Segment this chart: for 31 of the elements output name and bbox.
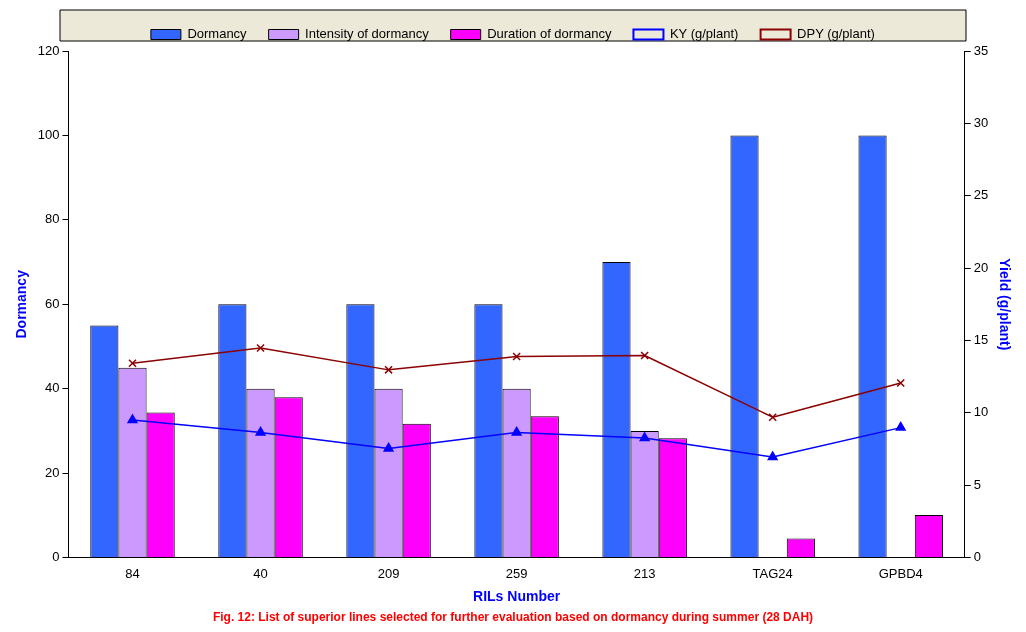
y2-tick-label: 35 [973, 42, 989, 58]
x-axis-title: RILs Number [473, 588, 561, 605]
x-tick-label: 209 [377, 565, 400, 581]
x-tick-label: TAG24 [752, 565, 793, 581]
legend-label: Dormancy [187, 26, 248, 42]
y-tick-label: 60 [45, 295, 60, 311]
x-tick-label: 213 [633, 565, 656, 581]
y2-tick-label: 15 [973, 332, 989, 348]
x-tick-label: GPBD4 [878, 565, 923, 581]
y-tick-label: 0 [52, 549, 60, 565]
x-tick-label: 259 [505, 565, 528, 581]
y2-axis-title: Yield (g/plant) [996, 258, 1013, 351]
y2-tick-label: 10 [973, 404, 989, 420]
y-tick-label: 100 [37, 127, 60, 143]
x-tick-label: 40 [253, 565, 268, 581]
y-tick-label: 20 [45, 464, 60, 480]
y2-tick-label: 25 [973, 187, 989, 203]
y2-tick-label: 20 [973, 259, 989, 275]
legend-label: Intensity of dormancy [305, 26, 430, 42]
y-axis-title: Dormancy [13, 269, 30, 339]
legend-label: Duration of dormancy [487, 26, 612, 42]
x-tick-label: 84 [125, 565, 140, 581]
legend-label: DPY (g/plant) [797, 26, 875, 42]
legend-label: KY (g/plant) [669, 26, 739, 42]
y-tick-label: 40 [45, 380, 60, 396]
caption: Fig. 12: List of superior lines selected for further evaluation based on dormancy during summer (28 DAH) [211, 610, 815, 624]
y-tick-label: 120 [37, 42, 60, 58]
y2-tick-label: 5 [973, 476, 981, 492]
y-tick-label: 80 [45, 211, 60, 227]
y2-tick-label: 0 [973, 549, 981, 565]
y2-tick-label: 30 [973, 114, 989, 130]
